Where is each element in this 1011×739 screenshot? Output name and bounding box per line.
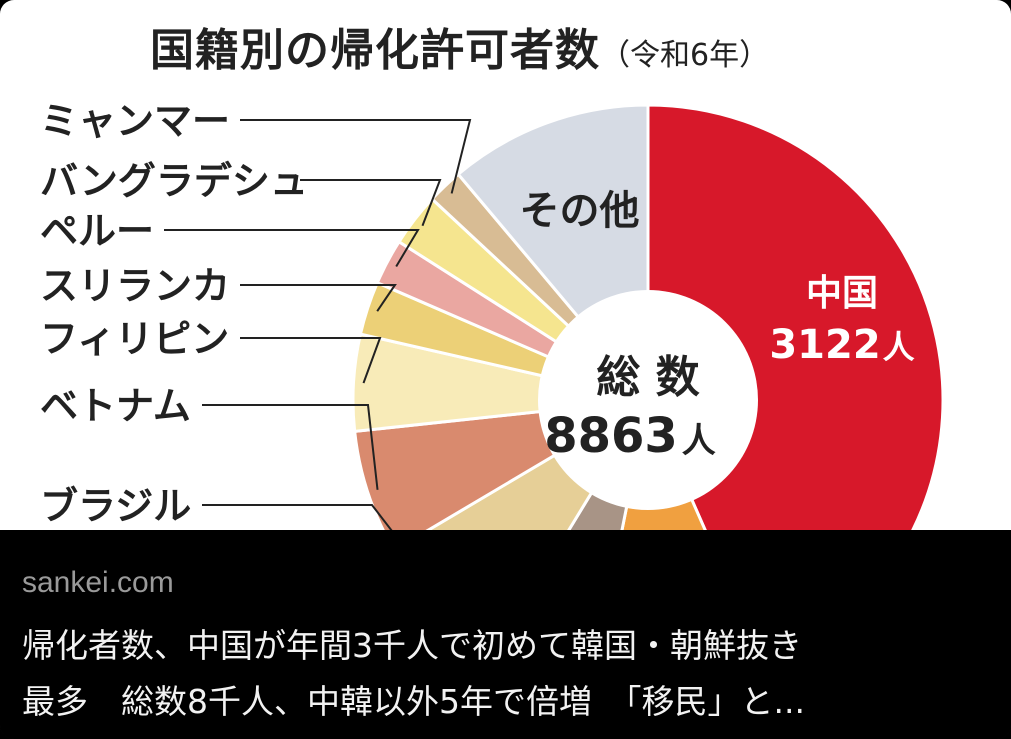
chart-image: 国籍別の帰化許可者数（令和6年） 中国 3122人 ブラジル ベトナム フィリピン スリラ… [0,0,1011,530]
leader-line-ミャンマー [240,119,472,194]
slice-label-フィリピン: フィリピン [40,317,229,361]
slice-label-china-value: 3122人 [769,322,914,368]
slice-label-スリランカ: スリランカ [40,264,230,308]
chart-subtitle: （令和6年） [600,38,770,73]
link-caption[interactable]: sankei.com 帰化者数、中国が年間3千人で初めて韓国・朝鮮抜き 最多 総… [0,530,1011,739]
slice-label-ベトナム: ベトナム [40,384,191,428]
center-value-unit: 人 [682,421,716,461]
pie-chart: 中国3122人ブラジルベトナムフィリピンスリランカペルーバングラデシュミャンマー… [40,99,945,530]
center-value: 8863 人 [544,408,716,464]
leader-line-バングラデシュ [300,179,442,227]
slice-label-バングラデシュ: バングラデシュ [40,159,308,203]
center-label: 総 数 [596,352,699,403]
slice-label-ブラジル: ブラジル [40,484,191,528]
leader-line-ブラジル [202,504,393,530]
article-headline[interactable]: 帰化者数、中国が年間3千人で初めて韓国・朝鮮抜き 最多 総数8千人、中韓以外5年… [22,618,990,730]
slice-label-ペルー: ペルー [40,209,154,253]
slice-value-china-unit: 人 [883,328,915,366]
leader-line-スリランカ [240,284,397,312]
slice-label-ミャンマー: ミャンマー [40,99,230,143]
headline-line-2: 最多 総数8千人、中韓以外5年で倍増 「移民」と... [22,682,805,721]
slice-label-china-name: 中国 [806,273,878,314]
source-domain: sankei.com [22,566,174,599]
slice-value-china-number: 3122 [769,322,880,368]
chart-title: 国籍別の帰化許可者数（令和6年） [150,14,910,78]
chart-title-text: 国籍別の帰化許可者数 [150,25,600,76]
headline-line-1: 帰化者数、中国が年間3千人で初めて韓国・朝鮮抜き [22,626,802,665]
slice-label-other: その他 [520,188,640,234]
center-value-number: 8863 [544,408,678,464]
leader-line-ベトナム [202,404,379,490]
leader-line-フィリピン [240,337,382,384]
pie-center-hole [538,290,758,510]
leader-line-ペルー [164,229,420,268]
